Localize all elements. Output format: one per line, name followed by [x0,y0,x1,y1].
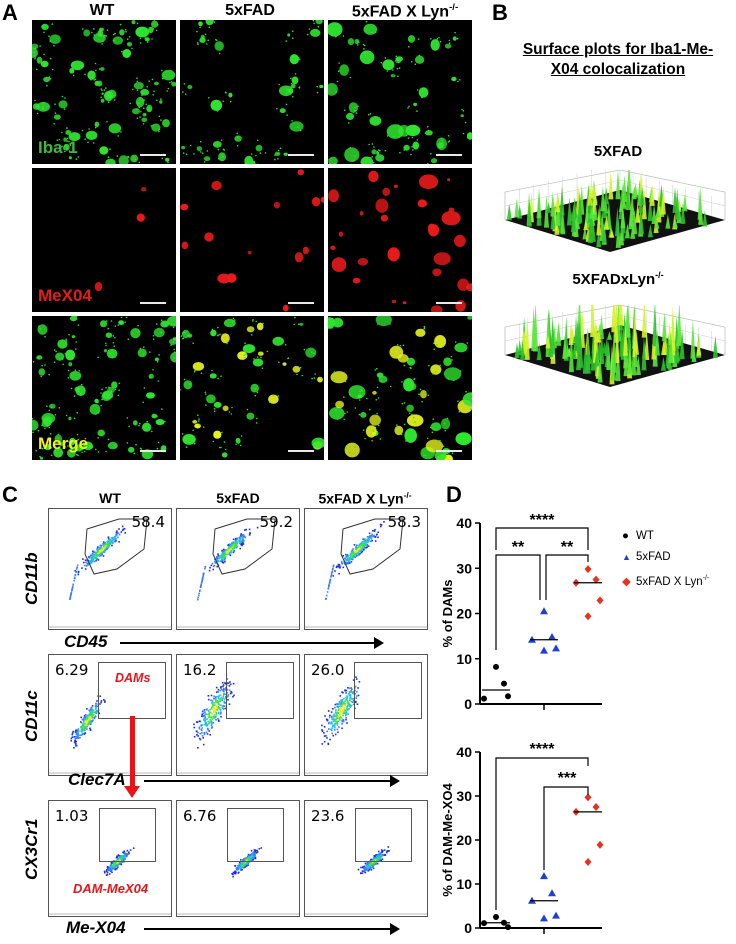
chart-legend: ● WT ▲ 5xFAD ◆ 5xFAD X Lyn-/- [622,526,709,593]
gate-box [355,808,412,862]
micrograph-mex04-3 [328,168,472,312]
svg-text:***: *** [558,770,577,787]
scale-bar [140,154,166,156]
scale-bar [288,450,314,452]
gate-percentage: 58.4 [131,513,165,531]
scale-bar [288,302,314,304]
panel-b-label: B [492,0,508,25]
scale-bar [140,450,166,452]
panel-a-col-wt: WT [89,2,115,19]
micrograph-iba-1-2 [180,20,324,164]
facs-plot-r3-c3: 23.6 [304,800,428,917]
gate-box [99,808,156,862]
gate-percentage: 23.6 [311,807,345,825]
scale-bar [140,302,166,304]
gate-box [354,662,422,719]
svg-text:10: 10 [456,876,472,892]
gate-box [226,662,294,719]
panel-c-label: C [2,482,18,507]
svg-text:20: 20 [456,832,472,848]
scale-bar [436,450,462,452]
surface-plot-title-1: 5XFAD [593,143,643,160]
ylabel-cx3cr1: CX3Cr1 [22,818,41,880]
dam-mex04-gate-label: DAM-MeX04 [73,881,149,896]
facs-plot-r2-c3: 26.0 [304,654,428,776]
gate-box [227,808,284,862]
facs-plot-r1-c2: 59.2 [176,508,300,630]
panel-c-col-5xfad: 5xFAD [216,490,260,506]
scale-bar [436,154,462,156]
svg-text:% of DAMs: % of DAMs [440,580,455,648]
facs-plot-r2-c2: 16.2 [176,654,300,776]
channel-label-iba-1: Iba-1 [38,138,78,157]
cd45-axis-arrow [120,637,384,649]
facs-plot-r1-c3: 58.3 [304,508,428,630]
panel-b-title: Surface plots for Iba1-Me- X04 colocaliz… [522,41,714,78]
gate-percentage: 26.0 [311,661,345,679]
micrograph-mex04-2 [180,168,324,312]
micrograph-iba-1-3 [328,20,472,164]
clec7a-axis-arrow [144,775,400,787]
facs-plot-r3-c1: 1.03 DAM-MeX04 [48,800,172,917]
gate-percentage: 6.29 [55,661,89,679]
ylabel-cd11c: CD11c [22,690,41,742]
scale-bar [288,154,314,156]
gate-percentage: 1.03 [55,807,89,825]
gate-percentage: 59.2 [259,513,293,531]
xlabel-clec7a: Clec7A [68,770,126,789]
ylabel-cd11b: CD11b [22,552,41,605]
channel-label-mex04: MeX04 [38,286,92,305]
panel-c-col-lyn: 5xFAD X Lyn-/- [318,490,412,507]
svg-text:10: 10 [456,651,472,667]
svg-text:**: ** [512,539,525,556]
legend-item-lyn: ◆ 5xFAD X Lyn-/- [622,575,710,588]
micrograph-merge-1: Merge [32,316,176,460]
micrograph-merge-3 [328,316,472,460]
svg-text:****: **** [530,512,556,529]
legend-item-wt: ● WT [622,530,654,542]
micrograph-merge-2 [180,316,324,460]
micrograph-mex04-1: MeX04 [32,168,176,312]
xlabel-mex04: Me-X04 [66,918,126,937]
surface-plot-title-2: 5XFADxLyn-/- [572,270,664,288]
svg-text:40: 40 [456,744,472,760]
dams-gate-label: DAMs [115,671,151,685]
svg-text:****: **** [530,741,556,758]
svg-text:0: 0 [464,920,472,936]
surface-plot-2 [500,283,730,390]
dam-gating-arrowhead [124,786,140,798]
gate-percentage: 58.3 [387,513,421,531]
svg-text:0: 0 [464,696,472,712]
svg-text:40: 40 [456,515,472,531]
panel-a-col-5xfad: 5xFAD [225,2,275,19]
svg-text:20: 20 [456,606,472,622]
facs-plot-r2-c1: 6.29 DAMs [48,654,172,776]
svg-text:30: 30 [456,788,472,804]
scale-bar [436,302,462,304]
svg-text:**: ** [561,539,574,556]
svg-text:% of DAM-Me-XO4: % of DAM-Me-XO4 [440,783,455,897]
facs-plot-r1-c1: 58.4 [48,508,172,630]
panel-a-label: A [2,0,18,25]
facs-plot-r3-c2: 6.76 [176,800,300,917]
panel-c-col-wt: WT [99,490,121,506]
xlabel-cd45: CD45 [64,632,108,651]
gate-percentage: 6.76 [183,807,217,825]
mex04-axis-arrow [144,923,400,935]
channel-label-merge: Merge [38,434,89,453]
gate-percentage: 16.2 [183,661,217,679]
panel-a-col-lyn: 5xFAD X Lyn-/- [351,2,459,21]
surface-plot-1 [500,163,730,255]
micrograph-iba-1-1: Iba-1 [32,20,176,164]
svg-text:30: 30 [456,560,472,576]
panel-d-label: D [446,482,462,507]
legend-item-5xfad: ▲ 5xFAD [622,551,671,563]
dam-gating-arrow [130,716,135,786]
